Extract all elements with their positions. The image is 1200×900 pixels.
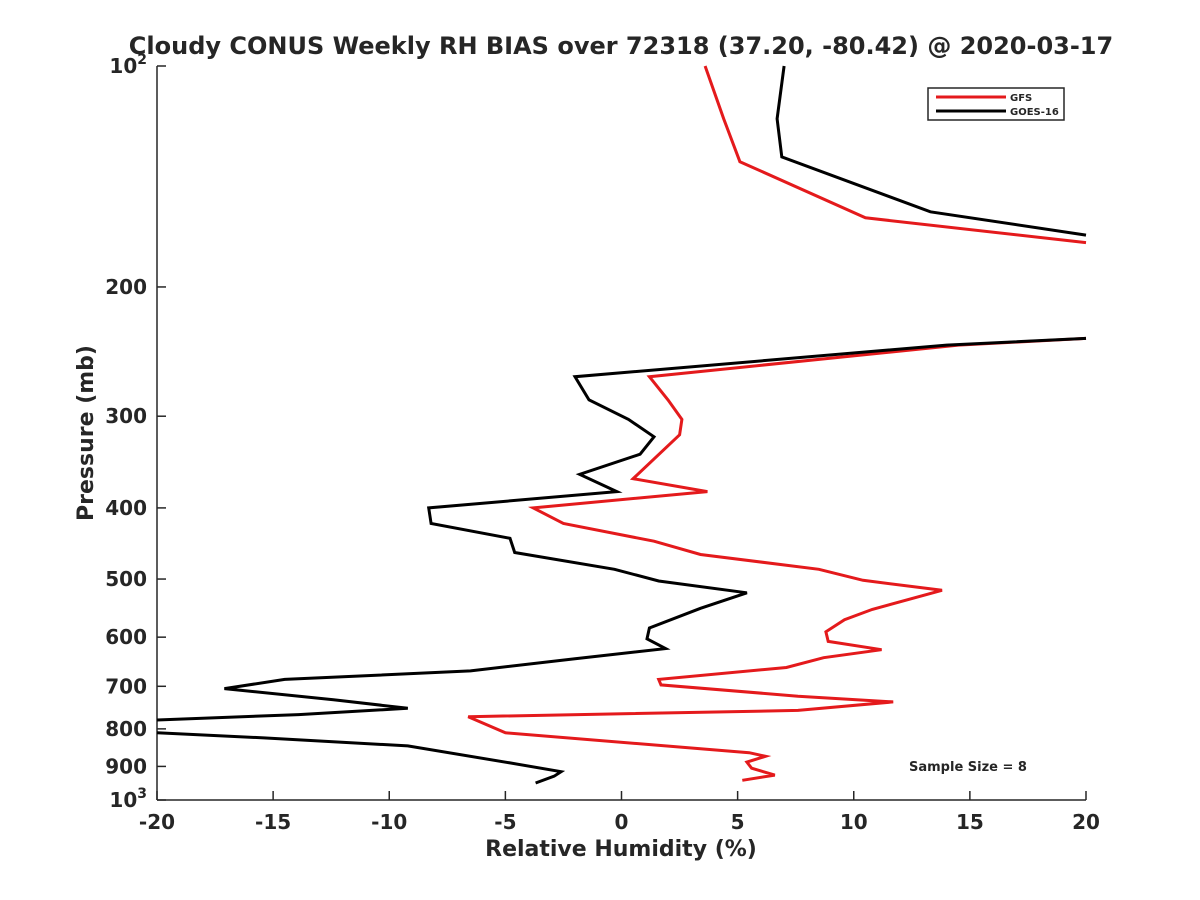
x-tick-label: -15 [255,810,291,834]
y-tick-label: 300 [105,404,147,428]
legend-box [927,87,1065,121]
y-tick-exponent: 3 [137,786,147,802]
y-tick-base: 700 [105,674,147,698]
sample-size-annotation: Sample Size = 8 [909,760,1027,775]
y-tick-label: 102 [109,52,147,78]
y-tick-base: 800 [105,717,147,741]
y-tick-base: 900 [105,754,147,778]
x-tick-label: -20 [139,810,175,834]
series-line-goes-16 [156,65,1087,785]
y-tick-exponent: 2 [137,52,147,68]
y-tick-label: 200 [105,275,147,299]
y-tick-base: 300 [105,404,147,428]
y-tick-label: 500 [105,567,147,591]
legend-label: GFS [1010,93,1032,104]
y-tick-label: 600 [105,625,147,649]
series-line-gfs [467,65,1087,782]
series-layer [156,65,1087,785]
y-tick-base: 10 [109,788,137,812]
y-tick-label: 103 [109,786,147,812]
y-axis-label: Pressure (mb) [74,345,99,521]
y-tick-base: 500 [105,567,147,591]
y-tick-base: 200 [105,275,147,299]
y-tick-base: 600 [105,625,147,649]
legend-label: GOES-16 [1010,107,1059,118]
chart-title: Cloudy CONUS Weekly RH BIAS over 72318 (… [129,32,1113,60]
y-tick-base: 10 [109,54,137,78]
plot-area [156,66,1086,801]
x-tick-label: 0 [615,810,629,834]
y-tick-label: 900 [105,754,147,778]
x-tick-label: 10 [840,810,868,834]
y-tick-label: 700 [105,674,147,698]
legend: GFS GOES-16 [927,87,1065,121]
x-tick-label: 5 [731,810,745,834]
x-tick-label: -10 [371,810,407,834]
x-tick-label: -5 [494,810,516,834]
x-axis: -20 -15 -10 -5 0 5 10 15 20 [139,791,1100,834]
y-tick-base: 400 [105,496,147,520]
x-tick-label: 20 [1072,810,1100,834]
x-axis-label: Relative Humidity (%) [485,837,757,862]
x-tick-label: 15 [956,810,984,834]
y-tick-label: 400 [105,496,147,520]
y-tick-label: 800 [105,717,147,741]
